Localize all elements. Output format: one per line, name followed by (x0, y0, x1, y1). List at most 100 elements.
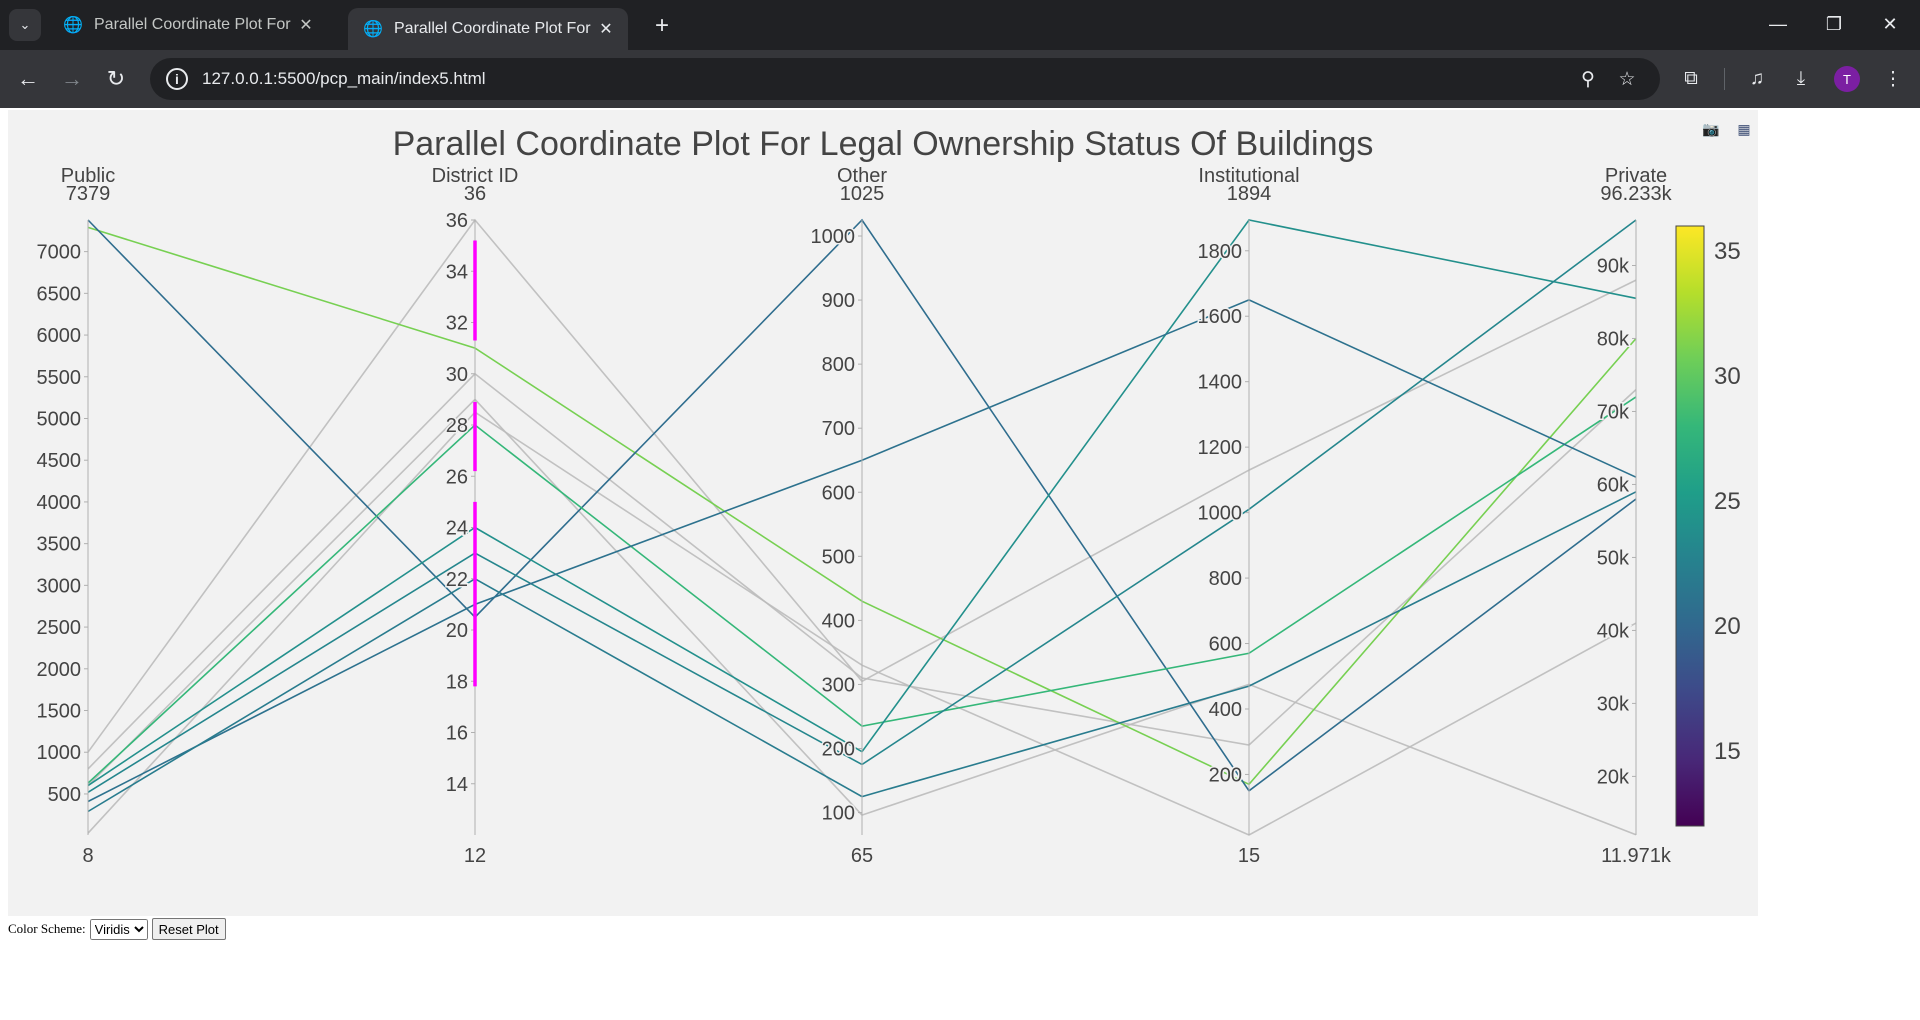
axis-title: Public (61, 165, 115, 187)
tick-label: 1200 (1198, 437, 1243, 459)
globe-icon: 🌐 (63, 17, 83, 34)
colorbar-tick-label: 25 (1714, 488, 1741, 515)
colorbar-tick-label: 15 (1714, 738, 1741, 765)
tick-label: 6000 (37, 325, 82, 347)
camera-icon[interactable]: 📷 (1702, 120, 1720, 137)
tab-damage[interactable]: 🌐 Parallel Coordinate Plot For Damage ✕ (48, 8, 328, 42)
axis-max-label: 7379 (66, 183, 111, 205)
axis-min-label: 65 (851, 845, 873, 867)
axis-max-label: 96.233k (1600, 183, 1672, 205)
tick-label: 2500 (37, 617, 82, 639)
parallel-coordinates-chart[interactable]: 500 1000 1500 2000 2500 3000 3500 4000 4500 5000 5… (8, 110, 1758, 916)
minimize-icon[interactable]: — (1769, 13, 1787, 34)
window-close-icon[interactable]: ✕ (1882, 13, 1898, 34)
plotly-logo-icon[interactable]: ▦ (1737, 120, 1751, 137)
colorbar (1675, 225, 1705, 827)
tick-label: 600 (822, 482, 855, 504)
address-bar[interactable]: i 127.0.0.1:5500/pcp_main/index5.html (150, 58, 1660, 100)
tick-label: 700 (822, 418, 855, 440)
color-scheme-label: Color Scheme: (8, 921, 86, 936)
close-icon[interactable]: ✕ (599, 21, 613, 38)
tab-search-icon[interactable]: ⌄ (9, 9, 41, 41)
close-icon[interactable]: ✕ (299, 17, 313, 34)
axis-title: District ID (432, 165, 519, 187)
tick-label: 1000 (811, 226, 856, 248)
tick-label: 900 (822, 290, 855, 312)
chart-title: Parallel Coordinate Plot For Legal Owner… (393, 125, 1374, 163)
toolbar-divider (1724, 68, 1725, 90)
tick-label: 800 (822, 354, 855, 376)
tick-label: 7000 (37, 242, 82, 264)
tab-title: Parallel Coordinate Plot For Damage (94, 16, 294, 33)
forward-arrow-icon[interactable]: → (61, 66, 83, 91)
reload-icon[interactable]: ↻ (106, 66, 126, 91)
tick-label: 200 (822, 739, 855, 761)
kebab-menu-icon[interactable]: ⋮ (1883, 68, 1903, 90)
tick-label: 18 (446, 671, 468, 693)
tick-label: 1000 (1198, 503, 1243, 525)
tick-label: 300 (822, 674, 855, 696)
controls-bar: Color Scheme: Viridis Reset Plot (8, 918, 226, 940)
globe-icon: 🌐 (363, 21, 383, 38)
star-icon[interactable]: ☆ (1618, 68, 1636, 90)
tick-label: 14 (446, 774, 468, 796)
axis-min-label: 12 (464, 845, 486, 867)
axis-title: Private (1605, 165, 1667, 187)
avatar[interactable]: T (1834, 66, 1860, 92)
tick-label: 600 (1209, 634, 1242, 656)
tick-label: 70k (1597, 401, 1630, 423)
tick-label: 800 (1209, 568, 1242, 590)
extensions-icon[interactable]: ⧉ (1684, 68, 1698, 89)
tick-label: 34 (446, 261, 468, 283)
tick-label: 500 (48, 784, 81, 806)
tick-label: 22 (446, 569, 468, 591)
back-arrow-icon[interactable]: ← (17, 66, 39, 91)
restore-icon[interactable]: ❐ (1825, 13, 1843, 34)
zoom-out-icon[interactable]: ⚲ (1581, 68, 1595, 90)
tick-label: 28 (446, 415, 468, 437)
colorbar-tick-label: 35 (1714, 238, 1741, 265)
url-text: 127.0.0.1:5500/pcp_main/index5.html (202, 69, 486, 88)
reset-plot-button[interactable]: Reset Plot (151, 918, 226, 940)
tick-label: 1000 (37, 742, 82, 764)
tick-label: 5500 (37, 367, 82, 389)
plus-icon[interactable]: + (654, 12, 669, 39)
tab-title: Parallel Coordinate Plot For Legal Owner… (394, 20, 594, 37)
axis-min-label: 8 (82, 845, 93, 867)
tick-label: 20k (1597, 766, 1630, 788)
tick-label: 5000 (37, 408, 82, 430)
tick-label: 50k (1597, 547, 1630, 569)
tick-label: 30 (446, 364, 468, 386)
axis-max-label: 1025 (840, 183, 885, 205)
info-icon[interactable]: i (166, 68, 188, 90)
tick-label: 1600 (1198, 306, 1243, 328)
tick-label: 1500 (37, 701, 82, 723)
tick-label: 1800 (1198, 241, 1243, 263)
tick-label: 60k (1597, 474, 1630, 496)
tick-label: 3000 (37, 575, 82, 597)
tick-label: 32 (446, 313, 468, 335)
tick-label: 40k (1597, 620, 1630, 642)
tick-label: 80k (1597, 328, 1630, 350)
axis-title: Institutional (1198, 165, 1299, 187)
axis-min-label: 11.971k (1601, 845, 1672, 867)
tick-label: 26 (446, 466, 468, 488)
media-control-icon[interactable]: ♫ (1749, 68, 1765, 89)
tick-label: 6500 (37, 283, 82, 305)
axis-max-label: 1894 (1227, 183, 1272, 205)
tick-label: 500 (822, 546, 855, 568)
tick-label: 200 (1209, 764, 1242, 786)
tab-legal-ownership[interactable]: 🌐 Parallel Coordinate Plot For Legal Own… (348, 8, 628, 50)
tick-label: 100 (822, 803, 855, 825)
tick-label: 400 (1209, 699, 1242, 721)
plot-container: 500 1000 1500 2000 2500 3000 3500 4000 4500 5000 5… (8, 110, 1758, 916)
download-icon[interactable]: ⤓ (1796, 68, 1806, 89)
tick-label: 1400 (1198, 372, 1243, 394)
colorbar-tick-label: 30 (1714, 363, 1741, 390)
axis-max-label: 36 (464, 183, 486, 205)
color-scheme-select[interactable]: Viridis (89, 918, 148, 940)
colorbar-tick-label: 20 (1714, 613, 1741, 640)
tick-label: 90k (1597, 255, 1630, 277)
tick-label: 20 (446, 620, 468, 642)
tick-label: 400 (822, 610, 855, 632)
